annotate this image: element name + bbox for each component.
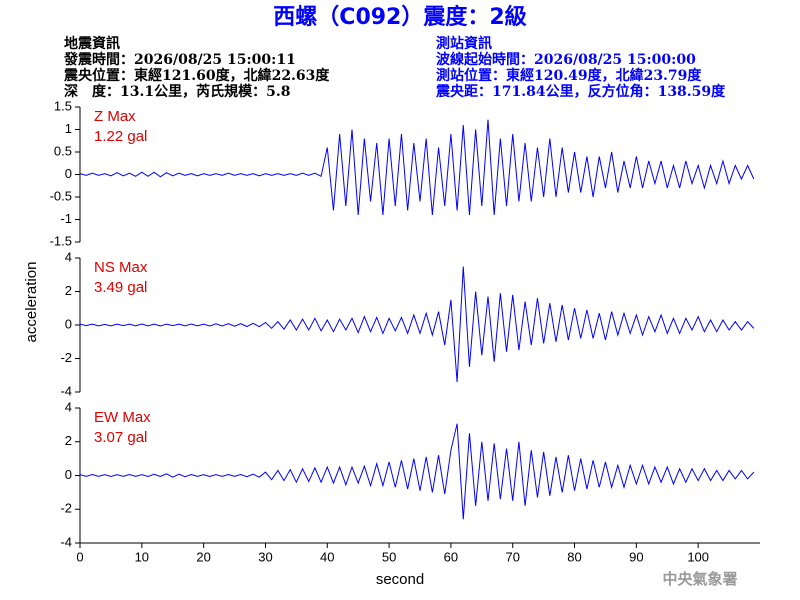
x-tick-label: 40 bbox=[320, 549, 334, 564]
max-annotation: EW Max bbox=[94, 409, 151, 426]
station-info: 震央距：171.84公里，反方位角：138.59度 bbox=[435, 83, 726, 100]
y-tick-label: 2 bbox=[65, 433, 72, 448]
y-tick-label: -2 bbox=[60, 501, 72, 516]
max-annotation: Z Max bbox=[94, 108, 136, 125]
title: 西螺（C092）震度：2級 bbox=[273, 4, 526, 30]
y-tick-label: -4 bbox=[60, 534, 72, 549]
x-tick-label: 10 bbox=[135, 549, 149, 564]
x-axis-label: second bbox=[376, 571, 424, 588]
event-info: 發震時間：2026/08/25 15:00:11 bbox=[63, 51, 296, 68]
x-tick-label: 80 bbox=[567, 549, 581, 564]
y-tick-label: -2 bbox=[60, 350, 72, 365]
waveform bbox=[79, 423, 755, 520]
y-tick-label: -1.5 bbox=[50, 233, 72, 248]
x-tick-label: 30 bbox=[258, 549, 272, 564]
event-info: 震央位置：東經121.60度，北緯22.63度 bbox=[63, 67, 330, 84]
event-info: 地震資訊 bbox=[64, 35, 120, 52]
y-tick-label: 1 bbox=[65, 121, 72, 136]
y-tick-label: 4 bbox=[65, 249, 72, 264]
max-annotation: 3.49 gal bbox=[94, 279, 147, 296]
station-info: 波線起始時間：2026/08/25 15:00:00 bbox=[436, 51, 696, 68]
station-info: 測站位置：東經120.49度，北緯23.79度 bbox=[436, 67, 702, 84]
max-annotation: 1.22 gal bbox=[94, 128, 147, 145]
max-annotation: 3.07 gal bbox=[94, 429, 147, 446]
waveform bbox=[79, 119, 755, 216]
station-info: 測站資訊 bbox=[436, 35, 492, 52]
footer: 中央氣象署 bbox=[662, 570, 737, 588]
y-tick-label: 4 bbox=[65, 399, 72, 414]
x-tick-label: 60 bbox=[444, 549, 458, 564]
y-tick-label: -4 bbox=[60, 383, 72, 398]
y-tick-label: 2 bbox=[65, 283, 72, 298]
y-tick-label: -1 bbox=[60, 211, 72, 226]
y-tick-label: 0.5 bbox=[54, 143, 72, 158]
x-tick-label: 20 bbox=[196, 549, 210, 564]
x-tick-label: 70 bbox=[505, 549, 519, 564]
y-tick-label: 0 bbox=[65, 166, 72, 181]
y-tick-label: 1.5 bbox=[54, 98, 72, 113]
y-tick-label: 0 bbox=[65, 467, 72, 482]
x-tick-label: 0 bbox=[76, 549, 83, 564]
x-tick-label: 100 bbox=[687, 549, 709, 564]
max-annotation: NS Max bbox=[94, 259, 148, 276]
y-axis-label: acceleration bbox=[23, 262, 40, 343]
y-tick-label: -0.5 bbox=[50, 188, 72, 203]
event-info: 深 度：13.1公里，芮氏規模：5.8 bbox=[64, 83, 290, 100]
x-tick-label: 90 bbox=[629, 549, 643, 564]
y-tick-label: 0 bbox=[65, 316, 72, 331]
waveform bbox=[79, 266, 755, 382]
x-tick-label: 50 bbox=[382, 549, 396, 564]
